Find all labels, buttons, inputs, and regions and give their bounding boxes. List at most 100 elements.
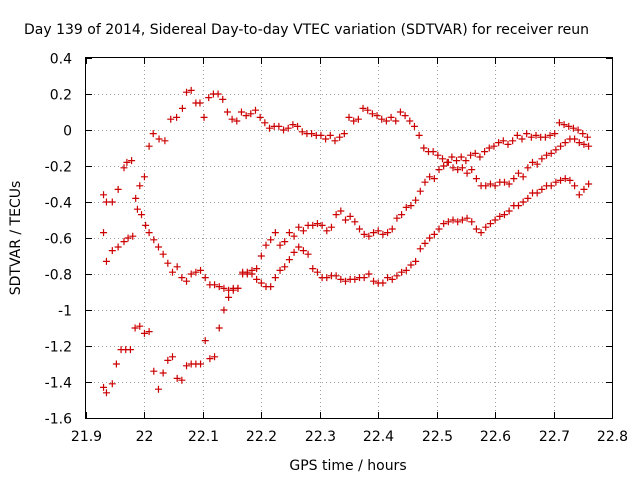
data-point: [439, 155, 447, 163]
data-point: [215, 324, 223, 332]
data-point: [538, 155, 546, 163]
data-point: [284, 124, 292, 132]
data-point: [336, 133, 344, 141]
data-point: [298, 128, 306, 136]
data-point: [406, 117, 414, 125]
data-point: [341, 277, 349, 285]
x-tick-label: 22.5: [422, 429, 453, 445]
plot-frame: [85, 57, 613, 419]
data-point: [448, 153, 456, 161]
data-point: [471, 149, 479, 157]
data-point: [295, 223, 303, 231]
data-point: [416, 187, 424, 195]
data-point: [299, 247, 307, 255]
data-point: [219, 95, 227, 103]
data-point: [285, 256, 293, 264]
x-tick-labels: 21.9 22 22.1 22.2 22.3 22.4 22.5 22.6 22.7 22.8: [71, 429, 628, 445]
data-point: [370, 277, 378, 285]
data-point: [337, 207, 345, 215]
data-point: [304, 250, 312, 258]
data-point: [281, 263, 289, 271]
data-point: [552, 178, 560, 186]
data-point: [331, 137, 339, 145]
data-point: [359, 104, 367, 112]
data-point: [309, 221, 317, 229]
data-point: [449, 216, 457, 224]
data-point: [440, 162, 448, 170]
data-point: [108, 380, 116, 388]
data-point: [378, 115, 386, 123]
data-point: [187, 86, 195, 94]
y-tick-label: 0.4: [50, 52, 72, 68]
data-point: [168, 353, 176, 361]
data-point: [374, 227, 382, 235]
data-point: [280, 126, 288, 134]
data-point: [388, 275, 396, 283]
data-point: [412, 257, 420, 265]
series-track-b: [100, 135, 593, 294]
data-point: [440, 220, 448, 228]
data-point: [145, 229, 153, 237]
data-point: [346, 212, 354, 220]
data-point: [454, 218, 462, 226]
data-point: [256, 113, 264, 121]
data-point: [561, 175, 569, 183]
data-point: [481, 148, 489, 156]
data-point: [519, 173, 527, 181]
data-point: [477, 229, 485, 237]
data-point: [112, 360, 120, 368]
data-point: [449, 164, 457, 172]
data-point: [178, 274, 186, 282]
data-point: [317, 131, 325, 139]
data-point: [384, 274, 392, 282]
data-point: [154, 385, 162, 393]
data-point: [205, 94, 213, 102]
data-point: [102, 389, 110, 397]
data-point: [126, 346, 134, 354]
data-point: [541, 133, 549, 141]
y-tick-labels: -1.6 -1.4 -1.2 -1 -0.8 -0.6 -0.4 -0.2 0 0.2 0.4: [45, 52, 72, 428]
axis-ticks: [86, 58, 613, 419]
data-point: [402, 203, 410, 211]
data-point: [575, 191, 583, 199]
data-point: [108, 247, 116, 255]
data-point: [365, 232, 373, 240]
y-tick-label: 0: [63, 124, 72, 140]
data-point: [454, 166, 462, 174]
data-point: [206, 355, 214, 363]
data-point: [136, 322, 144, 330]
data-point: [140, 173, 148, 181]
data-point: [290, 248, 298, 256]
data-point: [247, 110, 255, 118]
data-point: [271, 274, 279, 282]
data-point: [482, 182, 490, 190]
data-point: [120, 238, 128, 246]
data-point: [398, 211, 406, 219]
data-point: [552, 146, 560, 154]
data-point: [183, 277, 191, 285]
data-point: [102, 198, 110, 206]
y-tick-label: -0.2: [45, 160, 72, 176]
data-point: [547, 182, 555, 190]
data-point: [340, 130, 348, 138]
data-point: [161, 137, 169, 145]
data-point: [472, 175, 480, 183]
data-point: [354, 115, 362, 123]
data-point: [472, 225, 480, 233]
data-point: [136, 182, 144, 190]
data-point: [337, 275, 345, 283]
data-point: [211, 353, 219, 361]
data-point: [523, 130, 531, 138]
data-point: [327, 223, 335, 231]
data-point: [323, 274, 331, 282]
data-point: [514, 202, 522, 210]
data-point: [462, 157, 470, 165]
data-point: [565, 122, 573, 130]
data-point: [350, 117, 358, 125]
data-point: [100, 191, 108, 199]
y-tick-label: -1.6: [45, 412, 72, 428]
data-point: [384, 229, 392, 237]
x-tick-label: 22.7: [539, 429, 570, 445]
data-point: [524, 194, 532, 202]
